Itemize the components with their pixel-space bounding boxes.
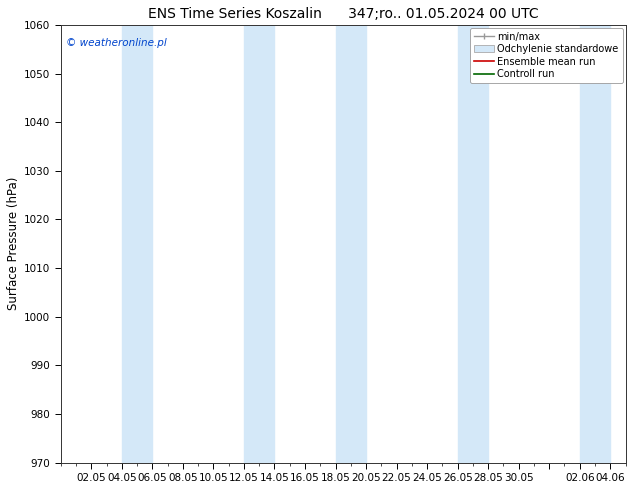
Bar (335, 25, 366, 463)
Legend: min/max, Odchylenie standardowe, Ensemble mean run, Controll run: min/max, Odchylenie standardowe, Ensembl… (470, 28, 623, 83)
Y-axis label: Surface Pressure (hPa): Surface Pressure (hPa) (7, 177, 20, 311)
Bar (122, 25, 152, 463)
Bar (579, 25, 611, 463)
Bar (244, 25, 275, 463)
Title: ENS Time Series Koszalin      347;ro.. 01.05.2024 00 UTC: ENS Time Series Koszalin 347;ro.. 01.05.… (148, 7, 538, 21)
Bar (458, 25, 488, 463)
Text: © weatheronline.pl: © weatheronline.pl (67, 38, 167, 48)
